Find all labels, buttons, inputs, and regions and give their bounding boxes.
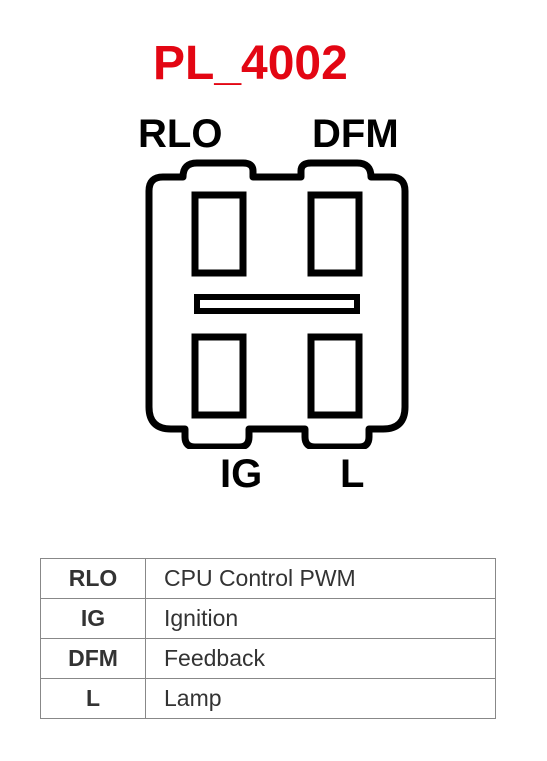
pin-label-l: L <box>340 452 364 497</box>
legend-value: Feedback <box>146 639 496 679</box>
legend-key: DFM <box>41 639 146 679</box>
legend-value: Lamp <box>146 679 496 719</box>
pin-label-dfm: DFM <box>312 112 399 157</box>
table-row: L Lamp <box>41 679 496 719</box>
part-number-title: PL_4002 <box>153 36 348 91</box>
legend-key: RLO <box>41 559 146 599</box>
legend-value: Ignition <box>146 599 496 639</box>
table-row: IG Ignition <box>41 599 496 639</box>
pin-label-ig: IG <box>220 452 262 497</box>
legend-key: L <box>41 679 146 719</box>
pin-label-rlo: RLO <box>138 112 222 157</box>
legend-key: IG <box>41 599 146 639</box>
connector-diagram <box>143 157 411 449</box>
table-row: DFM Feedback <box>41 639 496 679</box>
legend-value: CPU Control PWM <box>146 559 496 599</box>
pin-legend-table: RLO CPU Control PWM IG Ignition DFM Feed… <box>40 558 496 719</box>
table-row: RLO CPU Control PWM <box>41 559 496 599</box>
